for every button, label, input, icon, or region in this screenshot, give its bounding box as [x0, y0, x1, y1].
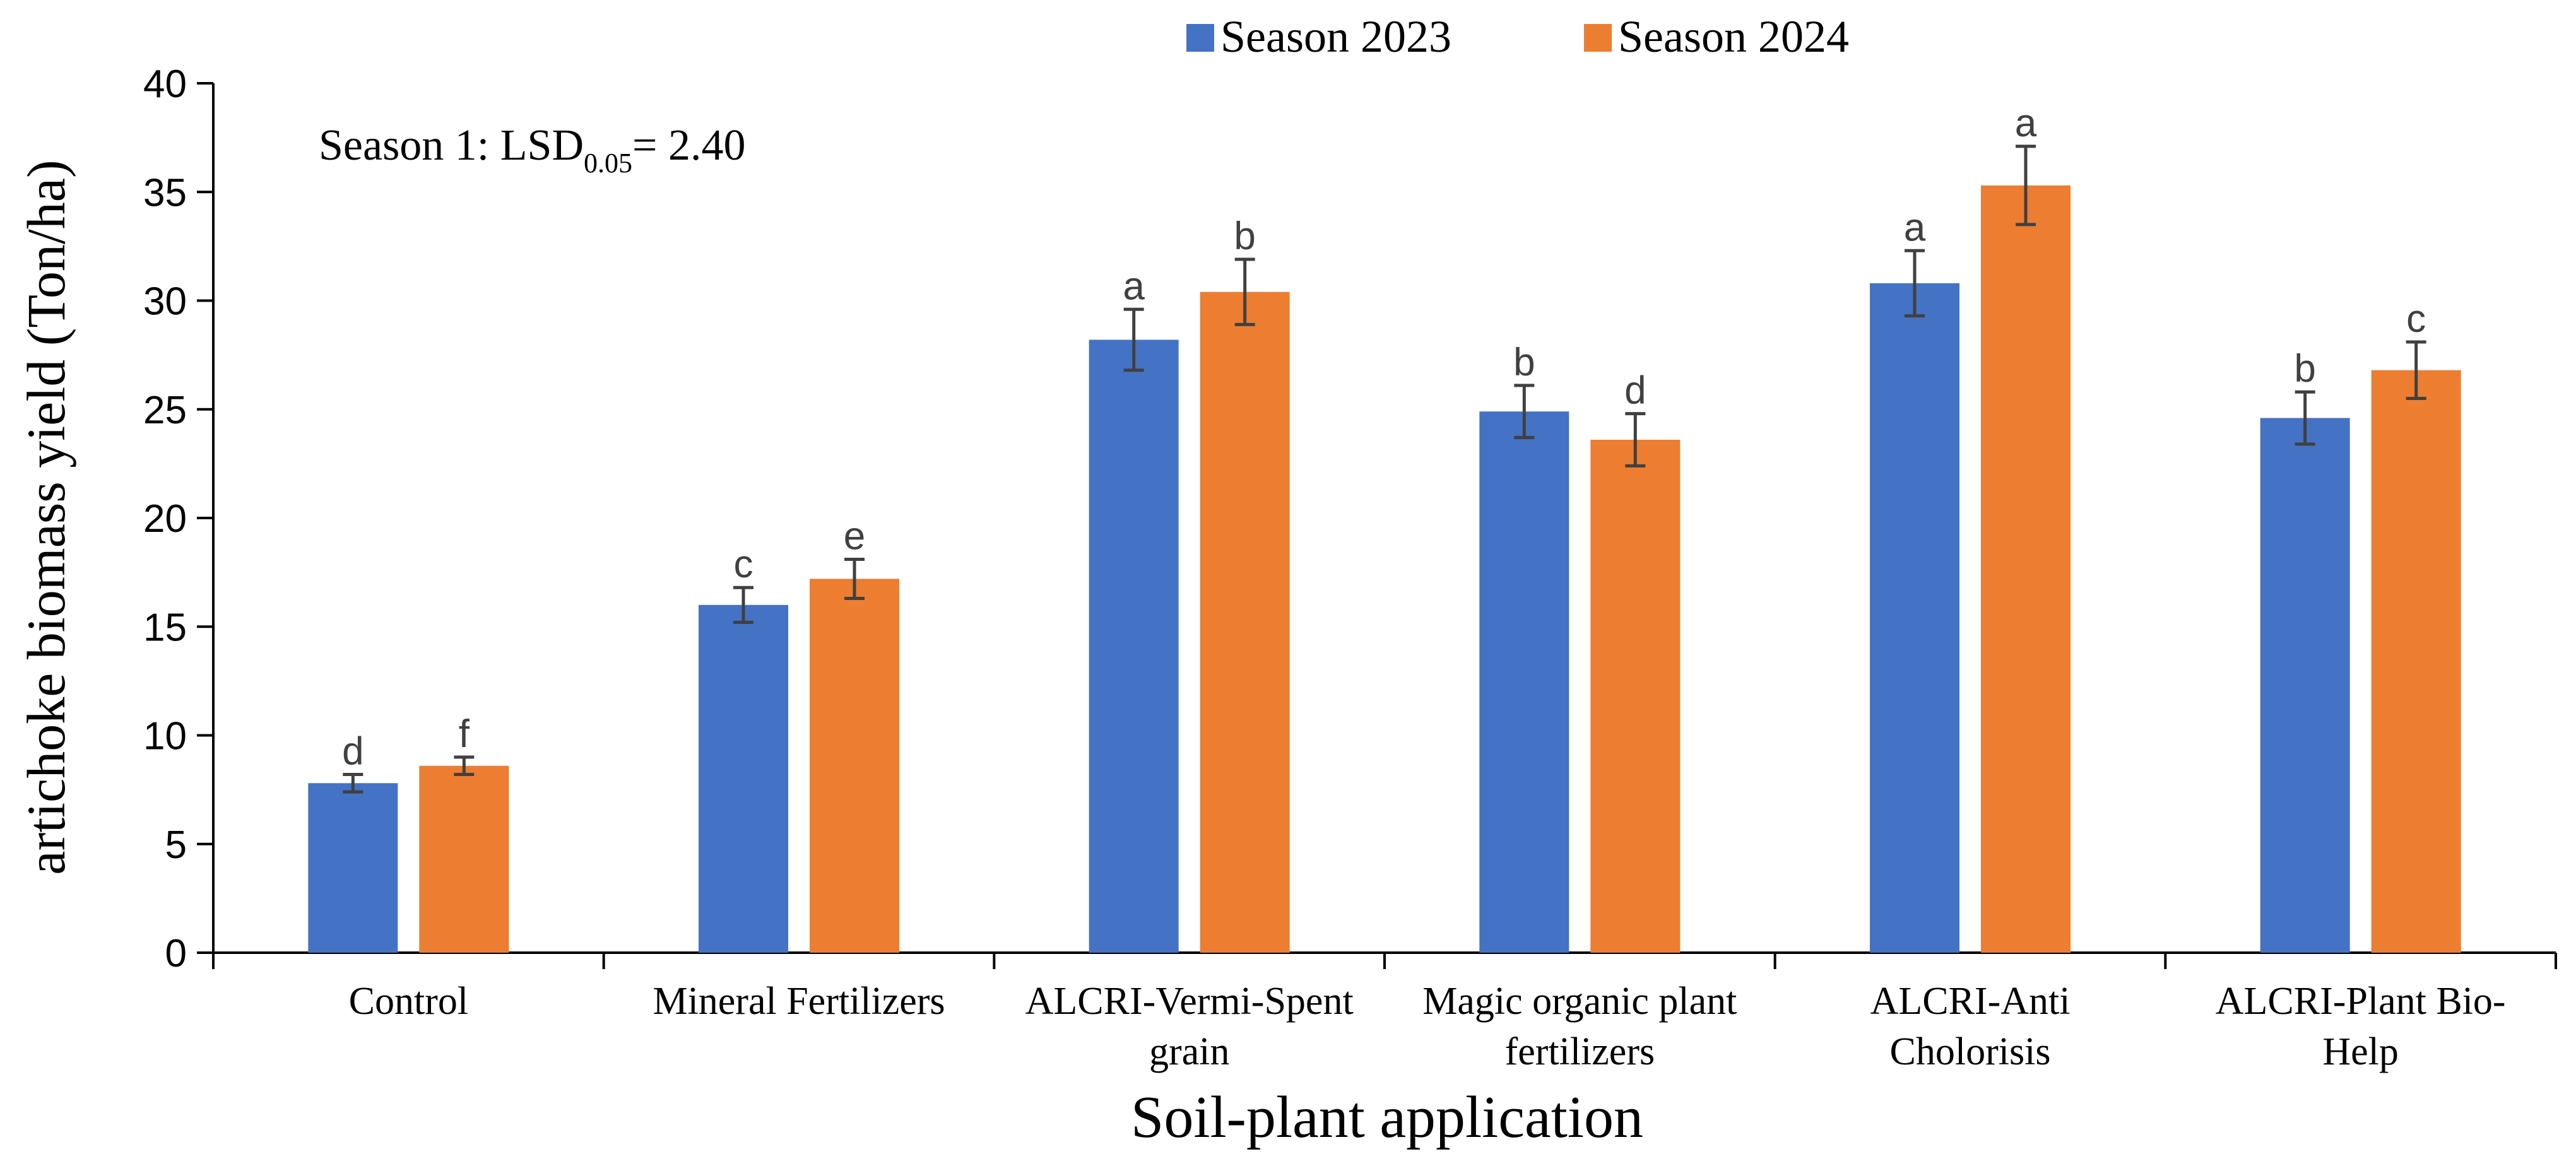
x-tick-label-line: Help — [2322, 1030, 2399, 1073]
y-tick-label: 40 — [143, 62, 187, 106]
significance-letter: e — [844, 514, 865, 558]
y-tick-label: 30 — [143, 280, 187, 324]
x-tick-label-line: ALCRI-Vermi-Spent — [1025, 980, 1354, 1023]
bar — [1981, 185, 2071, 953]
x-tick-label-line: ALCRI-Plant Bio- — [2216, 980, 2506, 1023]
y-axis: 0 5 10 15 20 25 30 35 40 — [143, 62, 215, 975]
legend: Season 2023 Season 2024 — [1186, 11, 1849, 62]
x-tick-label: ALCRI-Plant Bio- Help — [2216, 980, 2506, 1073]
lsd-subscript: 0.05 — [584, 148, 632, 179]
significance-letters: d f c e a b b d a a b c — [342, 102, 2426, 774]
bar — [2260, 418, 2350, 953]
lsd-suffix: = 2.40 — [632, 121, 745, 170]
bar — [419, 765, 509, 953]
legend-swatch — [1186, 24, 1214, 52]
y-axis-label: artichoke biomass yield (Ton/ha) — [16, 160, 76, 874]
bar — [1870, 283, 1959, 953]
bar — [1479, 411, 1569, 953]
x-tick-label-line: Mineral Fertilizers — [653, 980, 945, 1023]
x-tick-label: ALCRI-Anti Cholorisis — [1870, 980, 2071, 1073]
x-tick-label: ALCRI-Vermi-Spent grain — [1025, 980, 1354, 1073]
legend-label: Season 2023 — [1220, 11, 1451, 62]
legend-label: Season 2024 — [1618, 11, 1849, 62]
y-tick-label: 20 — [143, 497, 187, 541]
x-tick-label-line: Control — [349, 980, 468, 1023]
lsd-annotation: Season 1: LSD0.05= 2.40 — [319, 121, 745, 179]
x-tick-label: Mineral Fertilizers — [653, 980, 945, 1023]
x-tick-label-line: Cholorisis — [1890, 1030, 2051, 1073]
x-tick-label: Control — [349, 980, 468, 1023]
significance-letter: c — [734, 543, 753, 586]
significance-letter: a — [1904, 206, 1926, 249]
bar — [308, 783, 398, 953]
significance-letter: a — [1123, 264, 1145, 308]
significance-letter: d — [1624, 369, 1646, 413]
significance-letter: c — [2406, 297, 2426, 341]
x-tick-label-line: fertilizers — [1505, 1030, 1655, 1073]
x-tick-labels: Control Mineral Fertilizers ALCRI-Vermi-Sp… — [349, 980, 2506, 1073]
x-tick-label-line: Magic organic plant — [1422, 980, 1737, 1023]
x-tick-label: Magic organic plant fertilizers — [1422, 980, 1737, 1073]
bar — [1089, 339, 1179, 953]
y-tick-label: 0 — [165, 932, 187, 975]
significance-letter: d — [342, 730, 363, 774]
bar — [2371, 370, 2461, 953]
y-tick-label: 10 — [143, 715, 187, 758]
x-tick-label-line: ALCRI-Anti — [1870, 980, 2071, 1023]
lsd-prefix: Season 1: LSD — [319, 121, 584, 170]
significance-letter: f — [459, 712, 470, 756]
bar — [1590, 439, 1681, 953]
significance-letter: a — [2015, 102, 2037, 145]
bar — [810, 579, 899, 953]
y-tick-label: 15 — [143, 606, 187, 649]
y-tick-label: 5 — [165, 823, 187, 867]
x-tick-label-line: grain — [1149, 1030, 1229, 1073]
bar — [699, 604, 788, 953]
bar — [1200, 291, 1290, 953]
x-axis-label: Soil-plant application — [1131, 1085, 1643, 1150]
error-bars — [343, 144, 2426, 794]
y-tick-label: 25 — [143, 389, 187, 432]
x-axis — [212, 951, 2557, 969]
significance-letter: b — [2294, 347, 2315, 391]
bars — [308, 185, 2461, 953]
y-tick-label: 35 — [143, 171, 187, 215]
legend-swatch — [1584, 24, 1612, 52]
significance-letter: b — [1234, 215, 1255, 258]
significance-letter: b — [1513, 341, 1535, 384]
